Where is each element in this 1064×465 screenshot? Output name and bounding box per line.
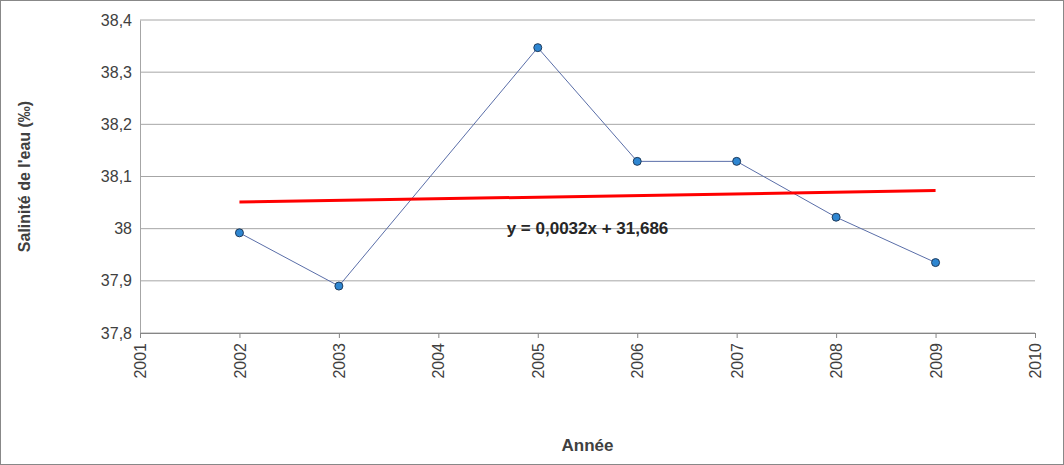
- x-tick: 2008: [828, 333, 845, 379]
- x-tick-mark: [140, 333, 141, 338]
- x-axis: 2001 2002 2003 2004 2005 2006 2007 2008 2009 2010: [132, 333, 1044, 379]
- x-tick-mark: [438, 333, 439, 338]
- grid-line: [140, 124, 1035, 125]
- x-tick-mark: [239, 333, 240, 338]
- x-tick-label: 2004: [430, 343, 447, 379]
- x-tick-label: 2006: [629, 343, 646, 379]
- y-tick-label: 38: [114, 220, 132, 237]
- y-tick: 37,8: [101, 325, 140, 342]
- trend-line: [239, 191, 935, 202]
- x-tick-mark: [637, 333, 638, 338]
- x-tick: 2003: [331, 333, 348, 379]
- data-point: [733, 157, 741, 165]
- x-tick-label: 2002: [232, 343, 249, 379]
- x-tick: 2006: [629, 333, 646, 379]
- x-axis-title: Année: [562, 436, 614, 455]
- x-tick: 2005: [530, 333, 547, 379]
- x-tick-mark: [737, 333, 738, 338]
- x-tick: 2002: [232, 333, 249, 379]
- y-tick-label: 38,3: [101, 64, 132, 81]
- y-tick-label: 38,1: [101, 168, 132, 185]
- series-line: [239, 48, 935, 286]
- y-tick: 38,3: [101, 64, 140, 81]
- y-tick: 37,9: [101, 272, 140, 289]
- x-tick-mark: [538, 333, 539, 338]
- y-axis: 37,8 37,9 38 38,1 38,2 38,3 38,4: [101, 12, 141, 342]
- chart-border: [1, 1, 1064, 465]
- x-tick-mark: [836, 333, 837, 338]
- x-tick-label: 2003: [331, 343, 348, 379]
- x-tick: 2009: [928, 333, 945, 379]
- x-tick: 2004: [430, 333, 447, 379]
- x-tick-label: 2008: [828, 343, 845, 379]
- plot-area: [235, 44, 939, 290]
- grid-line: [140, 176, 1035, 177]
- grid-line: [140, 72, 1035, 73]
- x-tick-label: 2001: [132, 343, 149, 379]
- x-tick: 2001: [132, 333, 149, 379]
- x-tick-label: 2007: [729, 343, 746, 379]
- data-point: [633, 157, 641, 165]
- y-tick-label: 38,4: [101, 12, 132, 29]
- y-axis-line: [140, 21, 141, 334]
- y-tick: 38,1: [101, 168, 140, 185]
- chart: 37,837,93838,138,238,338,420012002200320…: [0, 0, 1064, 465]
- x-tick: 2010: [1027, 333, 1044, 379]
- x-tick-label: 2010: [1027, 343, 1044, 379]
- grid-line: [140, 280, 1035, 281]
- y-tick-label: 38,2: [101, 116, 132, 133]
- x-tick-label: 2005: [530, 343, 547, 379]
- data-point: [534, 44, 542, 52]
- grid: [140, 20, 1035, 333]
- x-tick: 2007: [729, 333, 746, 379]
- y-tick: 38: [114, 220, 140, 237]
- data-point: [335, 282, 343, 290]
- data-point: [832, 213, 840, 221]
- data-point: [932, 259, 940, 267]
- y-tick: 38,2: [101, 116, 140, 133]
- x-tick-label: 2009: [928, 343, 945, 379]
- x-axis-line: [141, 334, 1036, 339]
- x-tick-mark: [339, 333, 340, 338]
- data-point: [235, 229, 243, 237]
- y-axis-title: Salinité de l'eau (‰): [16, 101, 33, 252]
- y-tick-label: 37,8: [101, 325, 132, 342]
- y-tick: 38,4: [101, 12, 140, 29]
- x-tick-mark: [1035, 333, 1036, 338]
- y-tick-label: 37,9: [101, 272, 132, 289]
- grid-line: [140, 20, 1035, 21]
- annotation: y = 0,0032x + 31,686: [507, 219, 669, 238]
- x-tick-mark: [936, 333, 937, 338]
